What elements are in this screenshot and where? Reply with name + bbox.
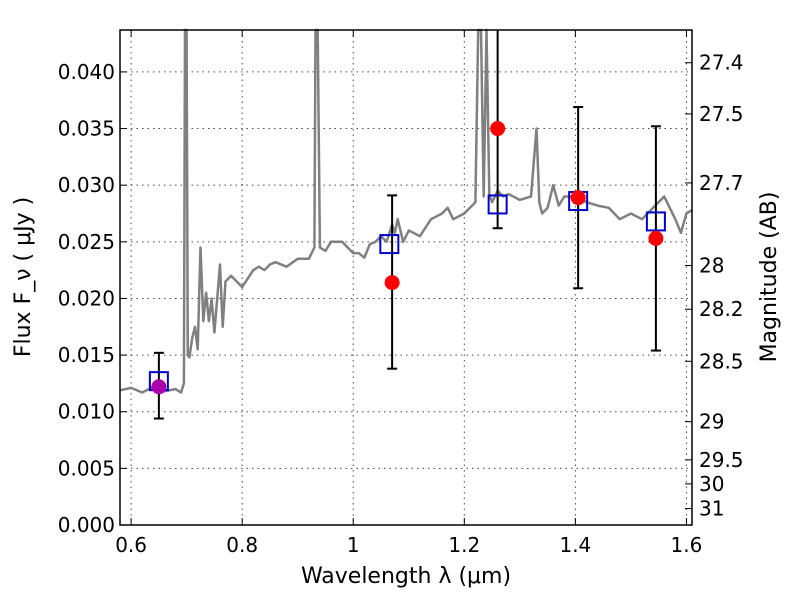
right-axis-label: Magnitude (AB): [757, 192, 782, 363]
model-square: [645, 211, 666, 232]
y-tick-label: 0.005: [58, 456, 115, 480]
plot-area: [119, 28, 693, 394]
observed-point: [490, 121, 506, 137]
observed-point: [151, 379, 167, 395]
spectrum-line: [119, 28, 693, 394]
observed-point: [648, 230, 664, 246]
right-tick-label: 31: [699, 497, 724, 521]
y-tick-label: 0.035: [58, 117, 115, 141]
error-bars: [153, 30, 661, 420]
model-markers: [148, 191, 666, 392]
model-square: [487, 194, 508, 215]
right-tick-label: 28.2: [699, 297, 744, 321]
right-tick-label: 29: [699, 410, 724, 434]
x-tick-label: 0.6: [115, 533, 147, 557]
axis-ticks: [120, 30, 692, 526]
y-tick-label: 0.015: [58, 343, 115, 367]
right-tick-label: 27.5: [699, 102, 744, 126]
plot-frame: [119, 29, 693, 526]
y-tick-label: 0.025: [58, 230, 115, 254]
observed-markers: [151, 121, 664, 395]
right-tick-label: 27.7: [699, 171, 744, 195]
right-tick-label: 29.5: [699, 448, 744, 472]
right-tick-label: 30: [699, 472, 724, 496]
x-tick-label: 1.4: [559, 533, 591, 557]
y-tick-label: 0.030: [58, 173, 115, 197]
y-tick-label: 0.020: [58, 286, 115, 310]
y-tick-label: 0.040: [58, 60, 115, 84]
y-tick-labels: 0.000 0.005 0.010 0.015 0.020 0.025 0.030 0.035…: [58, 60, 115, 537]
y-tick-label: 0.010: [58, 400, 115, 424]
x-axis-label: Wavelength λ (μm): [301, 564, 511, 589]
y-axis-label: Flux F_ν ( μJy ): [11, 197, 36, 357]
right-tick-label: 27.4: [699, 51, 744, 75]
x-tick-label: 1: [347, 533, 360, 557]
x-tick-labels: 0.6 0.8 1 1.2 1.4 1.6: [115, 533, 702, 557]
right-tick-label: 28.5: [699, 349, 744, 373]
right-tick-label: 28: [699, 253, 724, 277]
x-tick-label: 1.6: [671, 533, 703, 557]
x-tick-label: 0.8: [226, 533, 258, 557]
grid-lines: [120, 30, 692, 526]
model-square: [379, 234, 400, 255]
y-tick-label: 0.000: [58, 513, 115, 537]
observed-point: [570, 190, 586, 206]
observed-point: [384, 275, 400, 291]
x-tick-label: 1.2: [448, 533, 480, 557]
